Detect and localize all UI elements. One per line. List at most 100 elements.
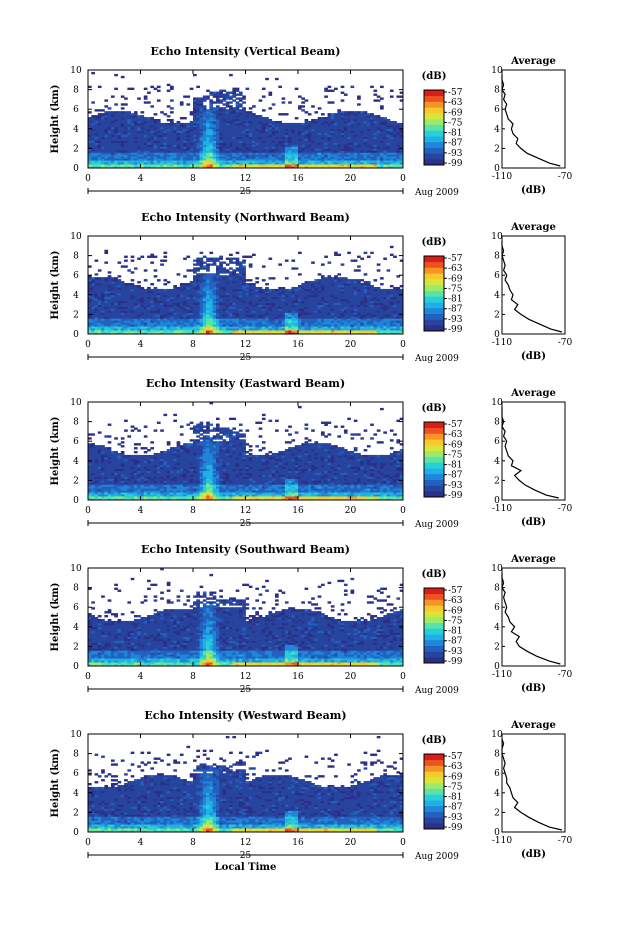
heatmap-cell	[156, 164, 161, 167]
heatmap-cell	[232, 328, 237, 331]
heatmap-cell	[304, 140, 309, 143]
heatmap-cell	[225, 95, 230, 98]
heatmap-cell	[275, 146, 279, 149]
heatmap-cell	[212, 316, 217, 319]
heatmap-cell	[347, 142, 351, 145]
heatmap-cell	[242, 126, 246, 130]
heatmap-cell	[219, 148, 223, 151]
heatmap-cell	[176, 318, 181, 321]
heatmap-cell	[147, 138, 151, 141]
heatmap-cell	[186, 144, 191, 147]
heatmap-cell	[186, 300, 191, 304]
heatmap-cell	[137, 115, 141, 118]
heatmap-cell	[238, 158, 243, 161]
heatmap-cell	[101, 332, 105, 335]
heatmap-cell	[202, 261, 207, 264]
heatmap-cell	[225, 330, 230, 333]
heatmap-cell	[107, 152, 112, 155]
heatmap-cell	[281, 164, 286, 167]
heatmap-cell	[242, 310, 246, 313]
heatmap-cell	[376, 166, 381, 169]
heatmap-cell	[252, 115, 256, 118]
heatmap-cell	[120, 308, 125, 311]
heatmap-cell	[206, 142, 210, 145]
heatmap-cell	[222, 124, 227, 128]
heatmap-cell	[140, 306, 145, 309]
heatmap-cell	[232, 89, 237, 92]
heatmap-cell	[337, 144, 342, 147]
heatmap-cell	[219, 101, 223, 104]
heatmap-cell	[206, 316, 210, 319]
heatmap-cell	[245, 134, 250, 138]
heatmap-cell	[232, 302, 237, 305]
heatmap-cell	[350, 111, 355, 114]
heatmap-cell	[304, 158, 309, 161]
heatmap-cell	[383, 128, 387, 132]
heatmap-cell	[275, 136, 279, 139]
heatmap-cell	[399, 158, 404, 161]
heatmap-cell	[143, 160, 148, 163]
heatmap-cell	[163, 138, 168, 141]
heatmap-cell	[232, 120, 237, 124]
heatmap-cell	[193, 126, 197, 130]
heatmap-cell	[143, 136, 148, 139]
heatmap-cell	[133, 130, 138, 134]
heatmap-cell	[133, 111, 138, 114]
heatmap-cell	[212, 310, 217, 313]
heatmap-cell	[209, 105, 214, 108]
heatmap-cell	[179, 148, 184, 151]
heatmap-cell	[212, 117, 217, 120]
heatmap-cell	[225, 140, 230, 143]
heatmap-cell	[140, 330, 145, 333]
heatmap-cell	[176, 330, 181, 333]
heatmap-cell	[376, 132, 381, 136]
heatmap-cell	[261, 132, 266, 136]
heatmap-cell	[166, 122, 171, 126]
heatmap-cell	[97, 162, 102, 165]
heatmap-cell	[143, 290, 148, 294]
heatmap-cell	[383, 117, 387, 120]
heatmap-cell	[212, 93, 217, 96]
heatmap-cell	[219, 136, 223, 139]
heatmap-cell	[347, 128, 351, 132]
heatmap-cell	[212, 320, 217, 323]
heatmap-cell	[366, 162, 371, 165]
heatmap-cell	[376, 160, 381, 163]
heatmap-cell	[150, 283, 155, 286]
heatmap-cell	[353, 124, 358, 128]
heatmap-cell	[314, 120, 319, 124]
heatmap-cell	[393, 130, 397, 134]
heatmap-cell	[120, 111, 125, 114]
heatmap-cell	[252, 316, 256, 319]
heatmap-cell	[133, 144, 138, 147]
heatmap-cell	[219, 263, 223, 266]
heatmap-cell	[97, 314, 102, 317]
heatmap-cell	[166, 162, 171, 165]
heatmap-cell	[97, 142, 102, 145]
heatmap-cell	[281, 113, 286, 116]
heatmap-cell	[189, 306, 194, 309]
heatmap-cell	[153, 316, 158, 319]
heatmap-cell	[120, 302, 125, 305]
heatmap-cell	[271, 146, 276, 149]
colorbar-tick-label: -69	[448, 108, 463, 118]
heatmap-cell	[163, 320, 168, 323]
heatmap-cell	[360, 160, 365, 163]
heatmap-cell	[340, 150, 345, 153]
colorbar-swatch	[424, 90, 444, 97]
heatmap-cell	[343, 162, 348, 165]
heatmap-cell	[183, 294, 187, 298]
heatmap-cell	[399, 128, 404, 132]
heatmap-cell	[261, 87, 266, 90]
heatmap-cell	[153, 326, 158, 329]
heatmap-cell	[97, 113, 102, 116]
heatmap-cell	[278, 142, 282, 145]
heatmap-cell	[88, 122, 92, 126]
heatmap-cell	[212, 126, 217, 130]
heatmap-cell	[370, 138, 374, 141]
heatmap-cell	[298, 105, 302, 108]
heatmap-cell	[199, 263, 204, 266]
heatmap-cell	[271, 122, 276, 126]
heatmap-cell	[104, 290, 109, 294]
heatmap-cell	[232, 115, 237, 118]
